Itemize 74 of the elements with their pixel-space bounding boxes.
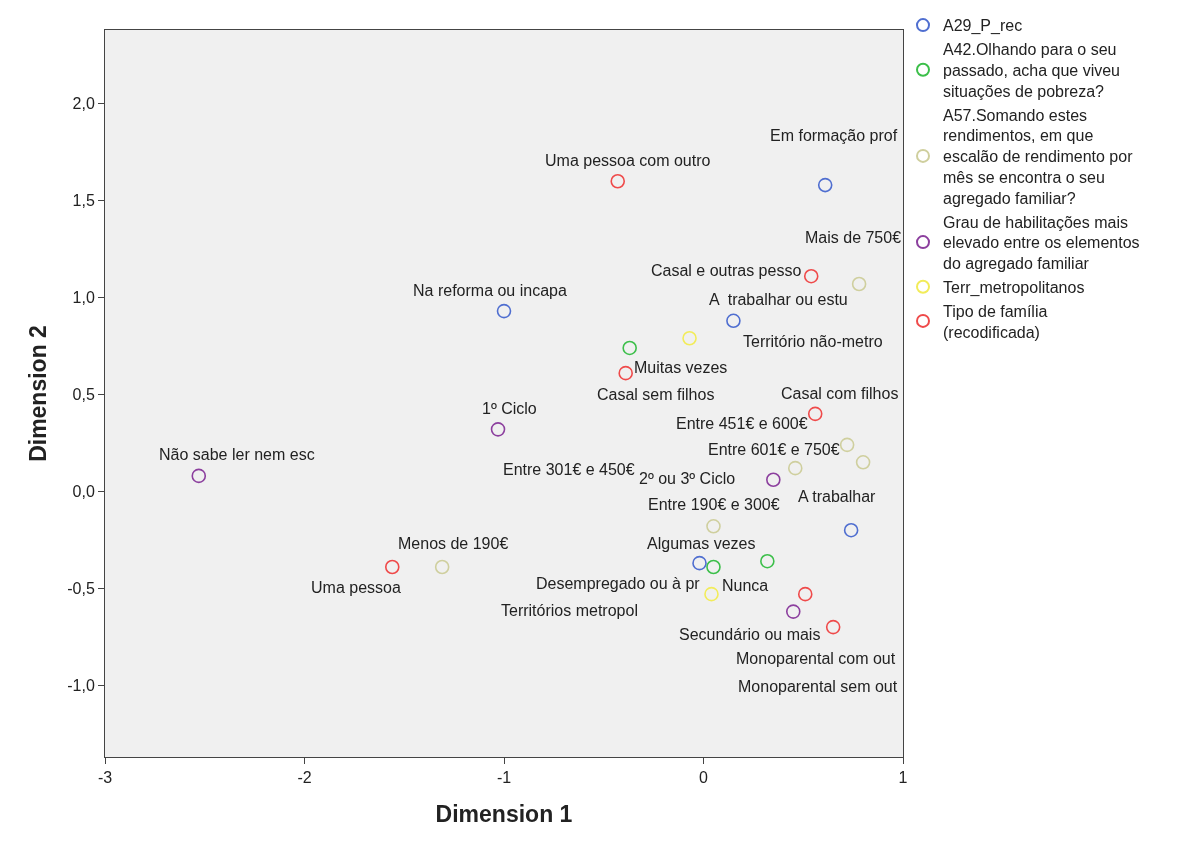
point — [803, 268, 819, 284]
point — [843, 522, 859, 538]
y-tick-label: -1,0 — [67, 676, 95, 694]
point — [706, 519, 721, 534]
x-axis-title: Dimension 1 — [435, 800, 573, 827]
annotation: Em formação prof — [770, 127, 898, 144]
point — [807, 406, 823, 422]
annotation: Na reforma ou incapa — [413, 282, 567, 299]
annotation: Casal e outras pesso — [651, 262, 802, 279]
annotation: Uma pessoa — [311, 579, 401, 596]
legend-label: Grau de habilitações mais elevado entre os elementos do agregado familiar — [943, 213, 1140, 273]
x-tick-label: -2 — [297, 769, 312, 787]
annotation: Entre 601€ e 750€ — [708, 441, 840, 458]
x-tick-label: -1 — [496, 769, 512, 787]
point — [682, 330, 697, 346]
x-tick-label: 0 — [699, 769, 709, 787]
point — [618, 365, 633, 381]
point — [766, 472, 781, 488]
legend-label: A42.Olhando para o seu passado, acha que viveu situações de pobreza? — [943, 41, 1121, 100]
annotation: Uma pessoa com outro — [545, 152, 711, 169]
point — [825, 619, 841, 635]
y-tick-label: 1,0 — [72, 289, 95, 307]
point — [851, 276, 867, 292]
point — [191, 468, 207, 484]
y-tick-label: 2,0 — [72, 95, 95, 113]
annotation: Monoparental sem out — [738, 678, 898, 695]
y-tick-label: 0,0 — [72, 483, 95, 500]
y-tick-label: -0,5 — [67, 579, 95, 597]
annotation: Territórios metropol — [501, 602, 638, 619]
annotation: Menos de 190€ — [398, 535, 509, 552]
annotation: Casal com filhos — [781, 385, 899, 402]
annotation: Secundário ou mais — [679, 626, 821, 643]
point — [610, 173, 626, 189]
legend-label: Tipo de família (recodificada) — [943, 302, 1048, 341]
point — [692, 555, 707, 571]
annotation: Monoparental com out — [736, 650, 896, 667]
y-tick-label: 0,5 — [72, 386, 95, 404]
annotation: Entre 190€ e 300€ — [648, 496, 780, 513]
point — [855, 455, 871, 470]
annotation: Muitas vezes — [634, 359, 728, 376]
annotation: A trabalhar ou estu — [709, 291, 848, 308]
point — [839, 437, 855, 453]
annotation: Não sabe ler nem esc — [159, 446, 315, 463]
point — [797, 586, 813, 602]
x-tick-label: -3 — [97, 769, 113, 787]
annotation: Casal sem filhos — [597, 386, 715, 403]
point — [706, 559, 721, 575]
annotation: 1º Ciclo — [482, 400, 537, 417]
point — [496, 303, 512, 319]
y-axis-title: Dimension 2 — [24, 325, 51, 462]
y-tick-label: 1,5 — [72, 192, 95, 210]
point — [704, 586, 719, 602]
point — [490, 422, 506, 437]
legend-label: A57.Somando estes rendimentos, em que escalão de rendimento por mês se encontra o seu agregado familiar? — [943, 106, 1134, 207]
legend-label: Terr_metropolitanos — [943, 278, 1085, 297]
point — [384, 559, 400, 575]
point — [817, 177, 833, 193]
legend-label: A29_P_rec — [943, 17, 1023, 36]
annotation: Desempregado ou à pr — [536, 575, 701, 592]
annotation: Mais de 750€ — [805, 229, 902, 246]
annotation: Nunca — [722, 577, 769, 594]
annotation: Território não-metro — [743, 333, 883, 350]
x-tick-label: 1 — [898, 769, 908, 787]
point — [785, 604, 801, 619]
point — [787, 460, 803, 476]
annotation: Algumas vezes — [647, 535, 756, 552]
point — [726, 313, 741, 329]
point — [622, 340, 637, 356]
point — [434, 559, 450, 575]
point — [760, 553, 775, 569]
annotation: 2º ou 3º Ciclo — [639, 470, 736, 487]
annotation: A trabalhar — [798, 488, 877, 505]
annotation: Entre 451€ e 600€ — [676, 415, 808, 432]
annotation: Entre 301€ e 450€ — [503, 461, 635, 478]
